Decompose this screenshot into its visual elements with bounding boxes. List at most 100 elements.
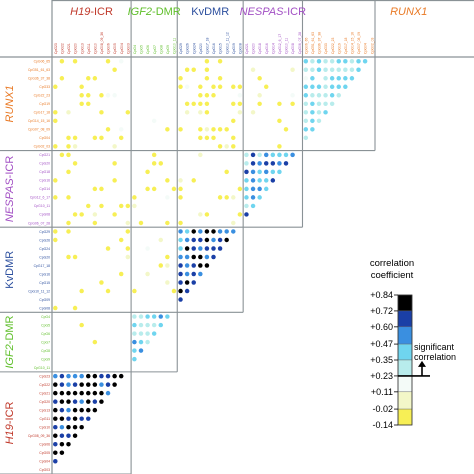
within-region-cell (250, 152, 256, 158)
within-region-cell (316, 84, 322, 90)
between-region-cell (112, 212, 117, 217)
within-region-cell (79, 399, 84, 404)
column-cpg-label: CpG15 (219, 43, 223, 54)
between-region-cell (151, 118, 157, 124)
row-cpg-label: CpG24 (39, 247, 50, 251)
between-region-cell (277, 144, 282, 149)
within-region-cell (178, 237, 183, 243)
within-region-cell (158, 314, 164, 319)
column-cpg-label: CpG18 (258, 43, 262, 54)
region-title-italic: NESPAS (4, 178, 16, 222)
between-region-cell (79, 101, 84, 107)
between-region-cell (165, 127, 170, 132)
between-region-cell (118, 203, 124, 209)
row-cpg-label: CpG10 (39, 425, 50, 429)
between-region-cell (204, 93, 210, 98)
within-region-cell (53, 458, 58, 464)
within-region-cell (244, 203, 249, 209)
row-cpg-label: CpG16 (39, 272, 50, 276)
within-region-cell (99, 399, 104, 404)
within-region-cell (303, 84, 309, 90)
within-region-cell (132, 322, 137, 328)
between-region-cell (198, 101, 203, 107)
within-region-cell (204, 254, 210, 260)
within-region-cell (138, 322, 144, 328)
within-region-cell (290, 152, 295, 158)
between-region-cell (86, 203, 91, 209)
column-cpg-label: CpG14_15_16 (351, 32, 355, 54)
within-region-cell (99, 382, 104, 387)
within-region-cell (184, 271, 190, 277)
between-region-cell (112, 178, 117, 183)
within-region-cell (92, 407, 98, 413)
row-cpg-label: CpG08 (39, 213, 50, 217)
between-region-cell (191, 67, 196, 73)
within-region-cell (303, 135, 309, 141)
within-region-cell (323, 93, 328, 98)
within-region-cell (66, 399, 71, 404)
between-region-cell (92, 76, 98, 81)
between-region-cell (231, 101, 236, 107)
row-cpg-label: CpG4 (41, 315, 50, 319)
between-region-cell (66, 169, 71, 175)
column-cpg-label: CpG17_18 (206, 37, 210, 54)
between-region-cell (66, 229, 71, 234)
column-cpg-label: CpG08 (291, 43, 295, 54)
row-cpg-label: CpG6 (41, 332, 50, 336)
between-region-cell (72, 144, 78, 149)
legend-color-band (397, 310, 413, 328)
between-region-cell (204, 101, 210, 107)
within-region-cell (343, 67, 348, 73)
within-region-cell (191, 271, 196, 277)
row-cpg-label: CpG18 (39, 170, 50, 174)
between-region-cell (231, 220, 236, 226)
row-cpg-label: CpG08_09_36 (28, 434, 50, 438)
color-scale-legend: correlationcoefficient+0.84+0.72+0.60+0.… (370, 258, 456, 430)
column-cpg-label: CpG08_09_36 (100, 32, 104, 54)
row-cpg-label: CpG11 (40, 417, 51, 421)
between-region-cell (178, 84, 183, 90)
between-region-cell (105, 288, 111, 294)
column-cpg-label: CpG06 (107, 43, 111, 54)
row-cpg-label: CpG08 (39, 306, 50, 310)
column-cpg-label: CpG06_65 (304, 37, 308, 54)
legend-tick-label: +0.84 (370, 290, 393, 300)
within-region-cell (244, 152, 249, 158)
between-region-cell (237, 110, 243, 115)
column-cpg-label: CpG06_07_28 (298, 32, 302, 54)
within-region-cell (138, 331, 144, 336)
within-region-cell (270, 178, 276, 183)
region-title-italic: RUNX1 (390, 6, 427, 18)
within-region-cell (138, 339, 144, 345)
row-cpg-label: CpG04 (39, 136, 50, 140)
between-region-cell (231, 144, 236, 149)
within-region-cell (191, 246, 196, 251)
within-region-cell (132, 339, 137, 345)
column-cpg-label: CpG16 (265, 43, 269, 54)
between-region-cell (118, 237, 124, 243)
within-region-cell (184, 280, 190, 285)
between-region-cell (158, 263, 164, 268)
within-region-cell (79, 424, 84, 430)
between-region-cell (79, 322, 84, 328)
legend-tick-label: +0.60 (370, 322, 393, 332)
within-region-cell (86, 407, 91, 413)
within-region-cell (310, 101, 315, 107)
within-region-cell (204, 229, 210, 234)
between-region-cell (86, 101, 91, 107)
within-region-cell (59, 373, 65, 379)
between-region-cell (237, 93, 243, 98)
row-cpg-label: CpG36_37_38 (28, 77, 50, 81)
row-cpg-label: CpG20 (39, 400, 50, 404)
between-region-cell (283, 127, 289, 132)
within-region-cell (66, 382, 71, 387)
within-region-cell (184, 229, 190, 234)
between-region-cell (158, 237, 164, 243)
within-region-cell (310, 76, 315, 81)
between-region-cell (165, 254, 170, 260)
within-region-cell (198, 229, 203, 234)
between-region-cell (125, 246, 131, 251)
within-region-cell (336, 59, 341, 64)
between-region-cell (257, 76, 262, 81)
